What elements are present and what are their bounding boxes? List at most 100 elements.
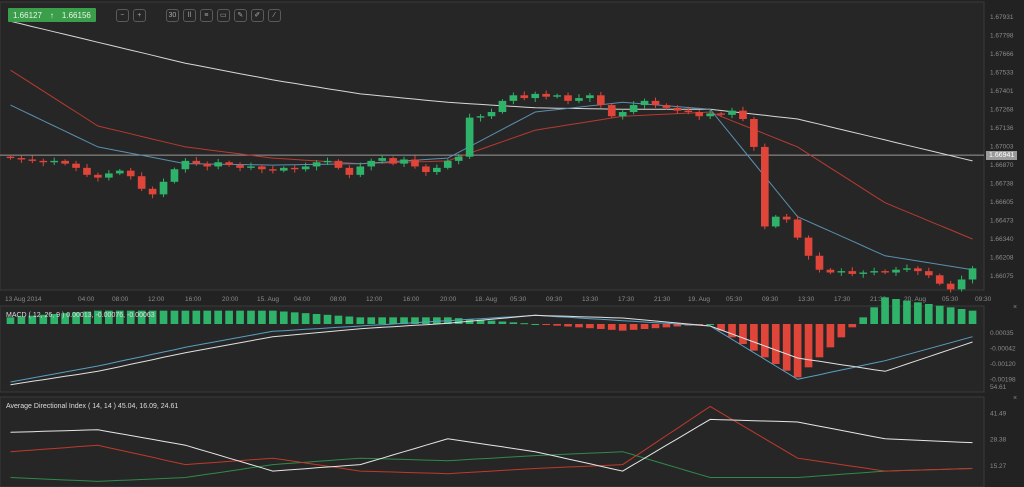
- candle-body: [760, 146, 769, 227]
- candle-body: [509, 95, 518, 101]
- macd-histogram-bar: [400, 317, 408, 324]
- macd-histogram-bar: [618, 324, 627, 331]
- timeframe-button[interactable]: 30: [165, 8, 179, 22]
- candle-body: [728, 110, 736, 115]
- time-tick: 21:30: [654, 296, 671, 303]
- macd-histogram-bar: [28, 315, 37, 324]
- macd-histogram-bar: [662, 324, 671, 328]
- edit-button[interactable]: ✐: [250, 8, 264, 22]
- macd-histogram-bar: [728, 324, 736, 338]
- price-tick: 1.67268: [990, 107, 1014, 114]
- candle-body: [542, 93, 550, 97]
- time-tick: 13:30: [798, 296, 815, 303]
- time-tick: 08:00: [112, 296, 129, 303]
- candle-body: [892, 269, 900, 273]
- adx-tick: 15.27: [990, 463, 1007, 470]
- candle-body: [553, 95, 561, 97]
- ask-price: 1.66156: [61, 10, 91, 20]
- time-tick: 13:30: [582, 296, 599, 303]
- candle-body: [279, 167, 288, 171]
- candle-body: [924, 271, 933, 276]
- time-tick: 20. Aug: [904, 296, 926, 303]
- candle-body: [83, 167, 91, 175]
- time-tick: 08:00: [330, 296, 347, 303]
- macd-histogram-bar: [586, 324, 594, 329]
- candle-body: [28, 159, 37, 161]
- drawing-button[interactable]: ✎: [233, 8, 247, 22]
- price-tick: 1.66075: [990, 273, 1014, 280]
- price-tick: 1.67533: [990, 70, 1014, 77]
- candle-body: [717, 113, 725, 115]
- candle-body: [443, 160, 452, 168]
- macd-histogram-bar: [717, 324, 725, 331]
- adx-close-button[interactable]: ×: [1013, 395, 1018, 402]
- macd-histogram-bar: [454, 318, 463, 324]
- macd-histogram-bar: [935, 305, 944, 324]
- time-tick: 12:00: [366, 296, 383, 303]
- adx-title: Average Directional Index ( 14, 14 ) 45.…: [6, 403, 179, 410]
- candle-body: [192, 160, 201, 164]
- candle-body: [957, 279, 966, 290]
- plus-di-line: [10, 405, 973, 475]
- zoom-in-button[interactable]: +: [132, 8, 146, 22]
- candle-body: [564, 95, 572, 101]
- macd-histogram-bar: [72, 312, 80, 324]
- zoom-out-button[interactable]: −: [115, 8, 129, 22]
- candle-body: [586, 95, 594, 99]
- brush-button[interactable]: ⁄: [267, 8, 281, 22]
- candle-type-button[interactable]: ǀǀ: [182, 8, 196, 22]
- macd-histogram-bar: [575, 324, 583, 328]
- macd-histogram-bar: [269, 310, 277, 324]
- macd-histogram-bar: [61, 313, 69, 324]
- macd-histogram-bar: [236, 310, 244, 324]
- candle-body: [258, 166, 266, 170]
- candle-body: [826, 269, 835, 273]
- macd-histogram-bar: [159, 310, 168, 324]
- time-tick: 05:30: [510, 296, 527, 303]
- macd-histogram-bar: [345, 316, 354, 324]
- time-tick: 09:30: [975, 296, 992, 303]
- macd-histogram-bar: [804, 324, 813, 368]
- macd-tick: -0.00042: [990, 346, 1016, 353]
- macd-histogram-bar: [881, 297, 889, 324]
- price-tick: 1.67931: [990, 14, 1014, 21]
- time-tick: 18. Aug: [475, 296, 497, 303]
- time-tick: 21:30: [870, 296, 887, 303]
- time-tick: 17:30: [618, 296, 635, 303]
- macd-histogram-bar: [247, 310, 255, 324]
- candle-body: [137, 176, 146, 189]
- macd-histogram-bar: [148, 310, 157, 324]
- candle-body: [225, 162, 233, 166]
- candle-body: [367, 160, 376, 167]
- candle-body: [203, 163, 212, 167]
- candle-body: [170, 169, 179, 182]
- indicators-button[interactable]: ≡: [199, 8, 213, 22]
- macd-histogram-bar: [356, 317, 365, 324]
- price-tick: 1.67401: [990, 88, 1014, 95]
- macd-histogram-bar: [312, 314, 321, 324]
- macd-histogram-bar: [629, 324, 638, 330]
- macd-histogram-bar: [870, 307, 878, 324]
- candle-body: [771, 216, 780, 227]
- candle-body: [422, 166, 430, 173]
- macd-histogram-bar: [105, 310, 113, 324]
- macd-histogram-bar: [50, 314, 59, 324]
- candle-body: [651, 100, 660, 106]
- candle-body: [159, 181, 168, 195]
- time-tick: 20:00: [222, 296, 239, 303]
- macd-histogram-bar: [411, 317, 419, 324]
- quote-badge[interactable]: 1.66127 ↑ 1.66156: [8, 8, 96, 22]
- time-tick: 05:30: [942, 296, 959, 303]
- adx-tick: 28.38: [990, 437, 1007, 444]
- macd-close-button[interactable]: ×: [1013, 304, 1018, 311]
- macd-histogram-bar: [946, 307, 955, 324]
- price-tick: 1.67798: [990, 33, 1014, 40]
- candle-body: [115, 170, 124, 174]
- adx-tick: 41.49: [990, 410, 1007, 417]
- templates-button[interactable]: ▭: [216, 8, 230, 22]
- macd-histogram-bar: [957, 309, 966, 324]
- candle-body: [301, 166, 310, 170]
- macd-histogram-bar: [782, 324, 791, 371]
- macd-histogram-bar: [542, 324, 550, 325]
